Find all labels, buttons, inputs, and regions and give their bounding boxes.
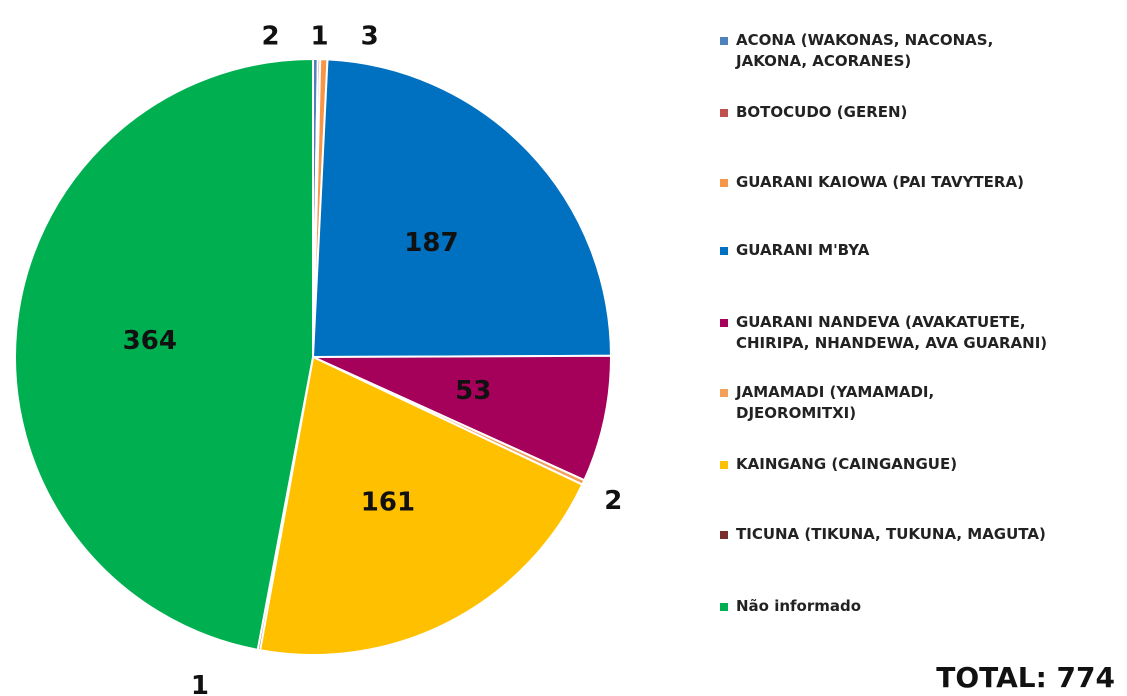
legend-label: GUARANI KAIOWA (PAI TAVYTERA) [736,173,1024,191]
legend-swatch [720,179,728,187]
legend-label: BOTOCUDO (GEREN) [736,103,908,121]
pie-slice [13,57,314,651]
legend-label: KAINGANG (CAINGANGUE) [736,455,958,473]
pie-slice [258,355,584,656]
legend-item: GUARANI M'BYA [720,240,1050,261]
legend-item: BOTOCUDO (GEREN) [720,102,1050,123]
legend-label: JAMAMADI (YAMAMADI, DJEOROMITXI) [736,383,935,422]
data-label: 1 [310,22,328,52]
data-label: 364 [123,326,177,356]
legend-label: GUARANI NANDEVA (AVAKATUETE, CHIRIPA, NH… [736,313,1048,352]
legend-swatch [720,531,728,539]
legend-swatch [720,247,728,255]
data-label: 2 [262,22,280,52]
legend-item: KAINGANG (CAINGANGUE) [720,454,1050,475]
legend-swatch [720,603,728,611]
pie-slice [311,58,613,359]
legend-label: ACONA (WAKONAS, NACONAS, JAKONA, ACORANE… [736,31,994,70]
legend-item: GUARANI NANDEVA (AVAKATUETE, CHIRIPA, NH… [720,312,1050,354]
legend-item: Não informado [720,596,1050,617]
legend-swatch [720,109,728,117]
legend-swatch [720,389,728,397]
data-label: 161 [361,487,415,517]
pie-slice [312,354,612,482]
legend-swatch [720,37,728,45]
legend-item: ACONA (WAKONAS, NACONAS, JAKONA, ACORANE… [720,30,1050,72]
data-label: 2 [604,486,622,516]
legend-label: GUARANI M'BYA [736,241,870,259]
data-label: 187 [404,228,458,258]
data-label: 3 [361,22,379,52]
total-annotation: TOTAL: 774 [936,661,1115,694]
legend-label: TICUNA (TIKUNA, TUKUNA, MAGUTA) [736,525,1046,543]
legend-item: GUARANI KAIOWA (PAI TAVYTERA) [720,172,1050,193]
data-label: 1 [191,671,209,696]
legend-swatch [720,319,728,327]
data-label: 53 [455,376,491,406]
legend-swatch [720,461,728,469]
legend-item: TICUNA (TIKUNA, TUKUNA, MAGUTA) [720,524,1050,545]
legend-label: Não informado [736,597,862,615]
legend-item: JAMAMADI (YAMAMADI, DJEOROMITXI) [720,382,1050,424]
